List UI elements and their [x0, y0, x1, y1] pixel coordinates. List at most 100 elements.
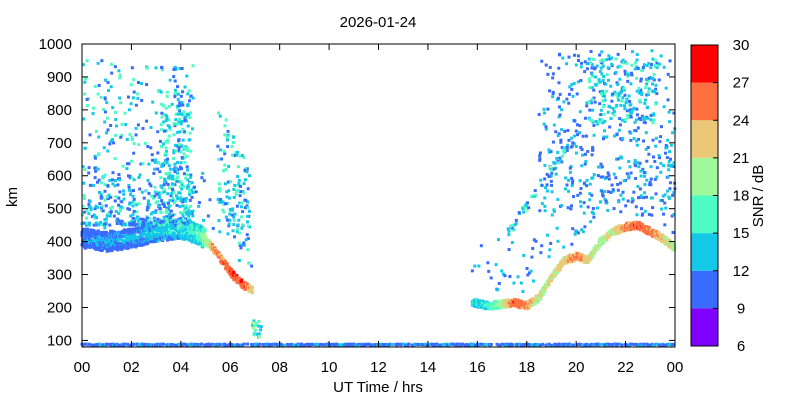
data-cell [159, 123, 163, 127]
data-cell [538, 157, 542, 161]
data-cell [485, 307, 489, 311]
data-cell [188, 182, 192, 186]
data-cell [627, 94, 631, 98]
data-cell [479, 342, 483, 346]
data-cell [135, 203, 139, 207]
data-cell [198, 227, 202, 231]
data-cell [159, 144, 163, 148]
data-cell [156, 239, 160, 243]
data-cell [164, 153, 168, 157]
data-cell [525, 307, 529, 311]
data-cell [660, 207, 664, 211]
data-cell [356, 342, 360, 346]
data-cell [228, 208, 232, 212]
data-cell [194, 190, 198, 194]
data-cell [99, 231, 103, 235]
data-cell [647, 152, 651, 156]
data-cell [259, 325, 263, 329]
data-cell [537, 112, 541, 116]
data-cell [538, 209, 542, 213]
data-cell [251, 321, 255, 325]
data-cell [554, 130, 558, 134]
data-cell [185, 210, 189, 214]
data-cell [254, 342, 258, 346]
data-cell [239, 190, 243, 194]
data-cell [617, 98, 621, 102]
data-cell [179, 217, 183, 221]
data-cell [523, 206, 527, 210]
data-cell [211, 226, 215, 230]
data-cell [655, 66, 659, 70]
data-cell [90, 234, 94, 238]
data-cell [239, 246, 243, 250]
data-cell [104, 204, 108, 208]
data-cell [647, 77, 651, 81]
data-cell [617, 92, 621, 96]
data-cell [179, 161, 183, 165]
data-cell [655, 92, 659, 96]
data-cell [113, 65, 117, 69]
data-cell [232, 195, 236, 199]
data-cell [217, 111, 221, 115]
data-cell [642, 139, 646, 143]
data-cell [171, 157, 175, 161]
data-cell [600, 342, 604, 346]
data-cell [590, 63, 594, 67]
data-cell [555, 226, 559, 230]
data-cell [119, 234, 123, 238]
data-cell [628, 108, 632, 112]
data-cell [246, 282, 250, 286]
data-cell [626, 71, 630, 75]
data-cell [486, 261, 490, 265]
data-cell [552, 209, 556, 213]
data-cell [101, 209, 105, 213]
data-cell [162, 142, 166, 146]
data-cell [100, 181, 104, 185]
data-cell [605, 237, 609, 241]
data-cell [654, 192, 658, 196]
data-cell [617, 93, 621, 97]
data-cell [181, 204, 185, 208]
data-cell [600, 50, 604, 54]
data-cell [544, 127, 548, 131]
data-cell [150, 153, 154, 157]
data-cell [126, 207, 130, 211]
data-cell [167, 186, 171, 190]
data-cell [629, 131, 633, 135]
data-cell [590, 193, 594, 197]
data-cell [579, 146, 583, 150]
data-cell [620, 229, 624, 233]
data-cell [219, 259, 223, 263]
colorbar-tick-label: 27 [733, 75, 750, 92]
data-layer [80, 49, 677, 347]
data-cell [144, 343, 148, 347]
data-cell [137, 176, 141, 180]
data-cell [651, 77, 655, 81]
data-cell [609, 190, 613, 194]
data-cell [591, 210, 595, 214]
data-cell [140, 342, 144, 346]
data-cell [100, 59, 104, 63]
data-cell [586, 149, 590, 153]
data-cell [95, 247, 99, 251]
data-cell [648, 343, 652, 347]
data-cell [111, 106, 115, 110]
data-cell [647, 226, 651, 230]
data-cell [540, 202, 544, 206]
data-cell [218, 114, 222, 118]
data-cell [188, 343, 192, 347]
data-cell [596, 165, 600, 169]
data-cell [522, 210, 526, 214]
data-cell [586, 343, 590, 347]
data-cell [572, 343, 576, 347]
data-cell [225, 195, 229, 199]
data-cell [197, 343, 201, 347]
data-cell [660, 199, 664, 203]
data-cell [632, 106, 636, 110]
data-cell [550, 213, 554, 217]
data-cell [654, 83, 658, 87]
data-cell [96, 229, 100, 233]
data-cell [651, 82, 655, 86]
data-cell [191, 209, 195, 213]
data-cell [111, 182, 115, 186]
